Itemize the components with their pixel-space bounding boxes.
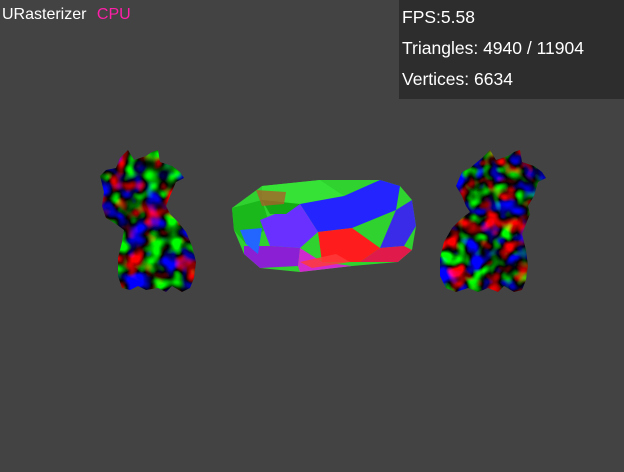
triangles-value: 4940 / 11904 (483, 38, 584, 58)
stats-panel: FPS:5.58 Triangles: 4940 / 11904 Vertice… (399, 0, 624, 99)
triangles-label: Triangles: (402, 38, 479, 58)
triangles-readout: Triangles: 4940 / 11904 (402, 38, 584, 58)
vertices-value: 6634 (474, 69, 513, 89)
title-bar: URasterizer CPU (2, 5, 131, 25)
center-model (232, 180, 416, 272)
app-title: URasterizer (2, 6, 87, 23)
left-model (100, 150, 196, 292)
fps-label: FPS: (402, 7, 441, 27)
vertices-label: Vertices: (402, 69, 470, 89)
fps-readout: FPS:5.58 (402, 7, 475, 27)
right-model (440, 150, 546, 292)
vertices-readout: Vertices: 6634 (402, 69, 513, 89)
fps-value: 5.58 (440, 7, 475, 27)
backend-label: CPU (96, 6, 131, 23)
